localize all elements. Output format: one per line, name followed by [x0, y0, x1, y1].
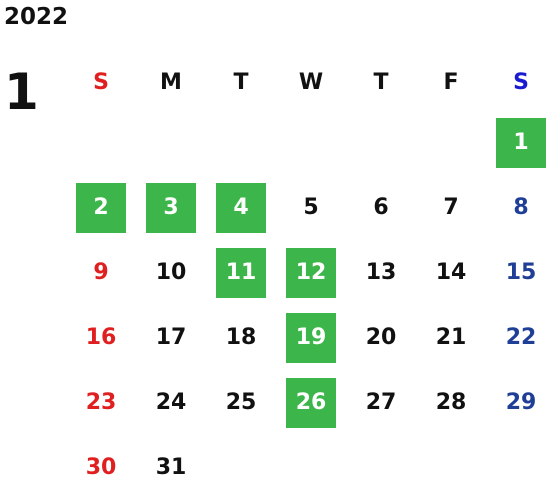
day-cell: 27 — [346, 370, 416, 435]
weekday-header: S — [93, 69, 109, 95]
day-number[interactable]: 15 — [505, 260, 537, 285]
day-number[interactable]: 27 — [365, 390, 397, 415]
empty-cell — [276, 110, 346, 175]
empty-cell — [416, 110, 486, 175]
day-cell: 10 — [136, 240, 206, 305]
day-cell: 2 — [66, 175, 136, 240]
weekday-header: T — [233, 69, 249, 95]
day-number[interactable]: 9 — [93, 260, 109, 285]
day-cell: 25 — [206, 370, 276, 435]
day-number[interactable]: 25 — [225, 390, 257, 415]
day-cell: 11 — [206, 240, 276, 305]
day-number[interactable]: 23 — [85, 390, 117, 415]
day-number[interactable]: 29 — [505, 390, 537, 415]
day-number[interactable]: 16 — [85, 325, 117, 350]
day-number[interactable]: 21 — [435, 325, 467, 350]
empty-cell — [206, 110, 276, 175]
highlighted-day[interactable]: 11 — [216, 247, 266, 298]
day-cell: 19 — [276, 305, 346, 370]
day-cell: 16 — [66, 305, 136, 370]
highlighted-day[interactable]: 2 — [76, 182, 126, 233]
day-cell: 4 — [206, 175, 276, 240]
day-cell: 21 — [416, 305, 486, 370]
highlighted-day[interactable]: 26 — [286, 377, 336, 428]
day-cell: 26 — [276, 370, 346, 435]
highlighted-day[interactable]: 3 — [146, 182, 196, 233]
highlighted-day[interactable]: 4 — [216, 182, 266, 233]
highlighted-day[interactable]: 12 — [286, 247, 336, 298]
day-number[interactable]: 17 — [155, 325, 187, 350]
weekday-header: T — [373, 69, 389, 95]
weekday-header: M — [160, 69, 182, 95]
day-number[interactable]: 22 — [505, 325, 537, 350]
day-number[interactable]: 6 — [373, 195, 389, 220]
day-cell: 1 — [486, 110, 548, 175]
day-cell: 9 — [66, 240, 136, 305]
empty-cell — [136, 110, 206, 175]
weekday-header: S — [513, 69, 529, 95]
calendar-year: 2022 — [4, 4, 69, 30]
highlighted-day[interactable]: 19 — [286, 312, 336, 363]
day-cell: 24 — [136, 370, 206, 435]
day-number[interactable]: 8 — [513, 195, 529, 220]
day-cell: 23 — [66, 370, 136, 435]
day-number[interactable]: 13 — [365, 260, 397, 285]
day-number[interactable]: 7 — [443, 195, 459, 220]
day-number[interactable]: 30 — [85, 455, 117, 480]
day-cell: 6 — [346, 175, 416, 240]
day-cell: 31 — [136, 435, 206, 500]
day-cell: 17 — [136, 305, 206, 370]
day-cell: 12 — [276, 240, 346, 305]
empty-cell — [66, 110, 136, 175]
day-number[interactable]: 10 — [155, 260, 187, 285]
day-cell: 8 — [486, 175, 548, 240]
weekday-header: F — [443, 69, 459, 95]
day-cell: 18 — [206, 305, 276, 370]
day-number[interactable]: 31 — [155, 455, 187, 480]
day-cell: 14 — [416, 240, 486, 305]
day-cell: 13 — [346, 240, 416, 305]
day-number[interactable]: 14 — [435, 260, 467, 285]
day-cell: 22 — [486, 305, 548, 370]
calendar-month: 1 — [4, 63, 39, 121]
highlighted-day[interactable]: 1 — [496, 117, 546, 168]
day-cell: 15 — [486, 240, 548, 305]
day-number[interactable]: 18 — [225, 325, 257, 350]
day-cell: 7 — [416, 175, 486, 240]
calendar-grid: S M T W T F S 1 2 3 4 5 6 7 8 9 10 11 12 13 14 15 16 17 18 19 20 21… — [66, 54, 548, 500]
day-cell: 28 — [416, 370, 486, 435]
day-number[interactable]: 24 — [155, 390, 187, 415]
empty-cell — [346, 110, 416, 175]
day-cell: 30 — [66, 435, 136, 500]
day-cell: 29 — [486, 370, 548, 435]
weekday-header: W — [298, 69, 324, 95]
day-number[interactable]: 20 — [365, 325, 397, 350]
day-cell: 3 — [136, 175, 206, 240]
day-number[interactable]: 5 — [303, 195, 319, 220]
day-cell: 20 — [346, 305, 416, 370]
day-number[interactable]: 28 — [435, 390, 467, 415]
day-cell: 5 — [276, 175, 346, 240]
